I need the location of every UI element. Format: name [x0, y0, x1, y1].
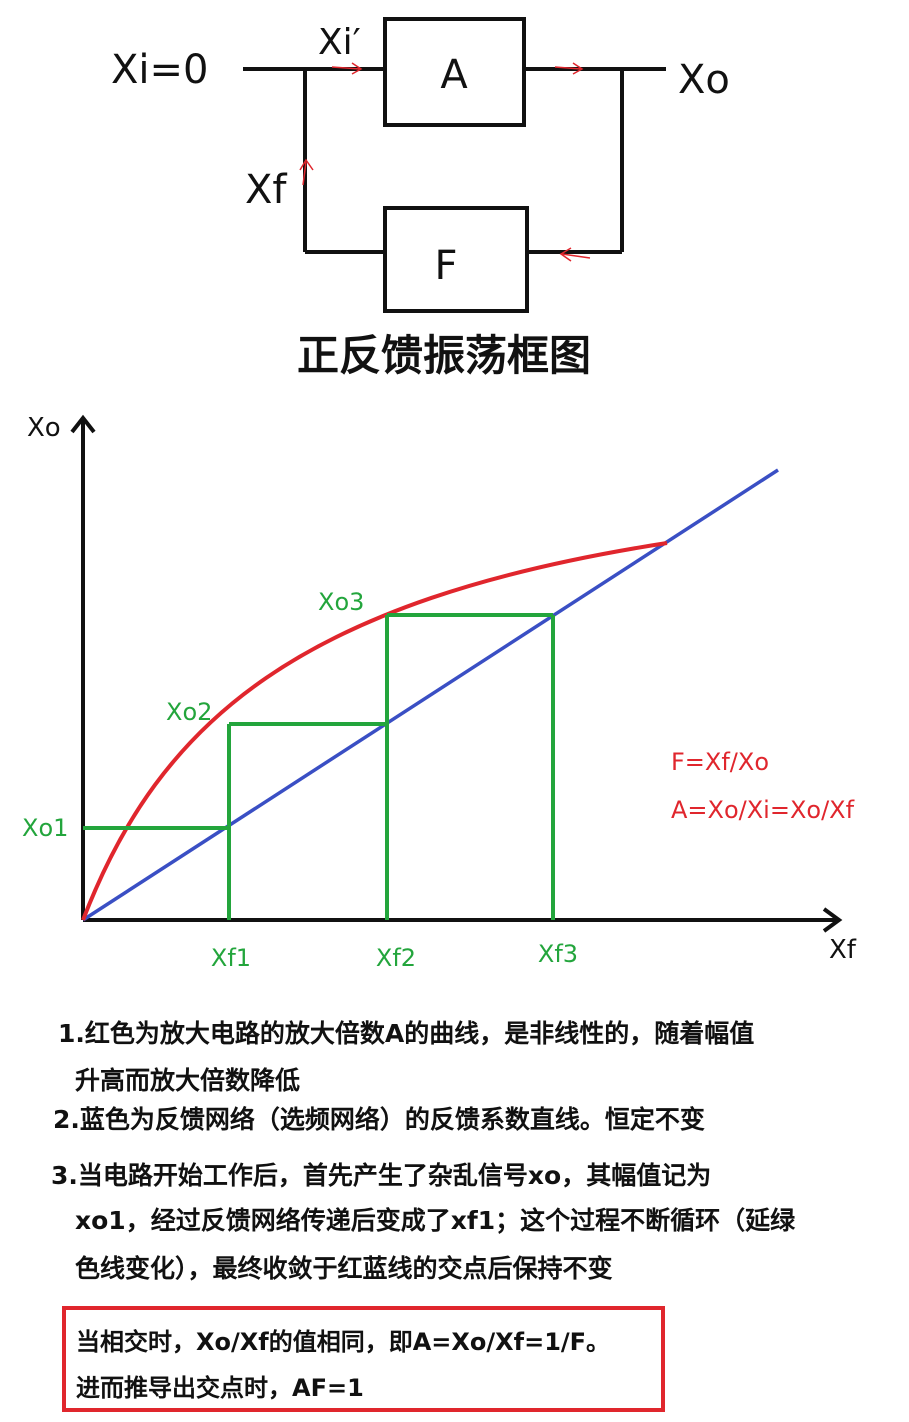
arrow-right-icon [331, 62, 363, 75]
x-axis-label: Xf [829, 935, 857, 965]
x-mark-xf3: Xf3 [538, 940, 578, 968]
note-1-line-2: 升高而放大倍数降低 [75, 1066, 301, 1095]
block-diagram [243, 17, 666, 313]
node-input-label: Xi′ [318, 22, 361, 63]
y-mark-xo2: Xo2 [166, 698, 212, 726]
amplifier-label: A [440, 52, 468, 98]
feedback-network-label: F [434, 243, 457, 289]
chart: Xo Xf Xo1 Xo2 Xo3 Xf1 Xf2 Xf3 F=Xf/Xo A=… [22, 413, 857, 972]
x-axis-arrow-icon [822, 907, 843, 933]
feedback-signal-label: Xf [245, 167, 287, 213]
output-label: Xo [678, 57, 730, 103]
conclusion-line-1: 当相交时，Xo/Xf的值相同，即A=Xo/Xf=1/F。 [76, 1328, 611, 1356]
conclusion-box: 当相交时，Xo/Xf的值相同，即A=Xo/Xf=1/F。 进而推导出交点时，AF… [62, 1306, 665, 1412]
annotation-feedback-ratio: F=Xf/Xo [671, 748, 769, 776]
input-label: Xi=0 [111, 47, 208, 93]
y-mark-xo1: Xo1 [22, 814, 68, 842]
note-2: 2.蓝色为反馈网络（选频网络）的反馈系数直线。恒定不变 [53, 1105, 705, 1134]
signal-flow-arrows [299, 62, 591, 262]
arrow-up-icon [299, 158, 314, 186]
annotation-gain-ratio: A=Xo/Xi=Xo/Xf [671, 796, 855, 824]
iteration-steps [83, 613, 555, 920]
diagram-caption: 正反馈振荡框图 [297, 331, 591, 380]
x-mark-xf2: Xf2 [376, 944, 416, 972]
y-axis-label: Xo [27, 413, 61, 443]
gain-curve-series [81, 541, 668, 921]
note-3-line-1: 3.当电路开始工作后，首先产生了杂乱信号xo，其幅值记为 [51, 1161, 712, 1190]
note-1-line-1: 1.红色为放大电路的放大倍数A的曲线，是非线性的，随着幅值 [58, 1019, 755, 1048]
feedback-block [383, 206, 529, 313]
feedback-line-series [82, 468, 779, 922]
arrow-right-icon [554, 62, 584, 75]
amplifier-block [383, 17, 526, 127]
note-3-line-2: xo1，经过反馈网络传递后变成了xf1；这个过程不断循环（延绿 [75, 1206, 796, 1235]
note-3-line-3: 色线变化），最终收敛于红蓝线的交点后保持不变 [75, 1254, 613, 1283]
conclusion-line-2: 进而推导出交点时，AF=1 [76, 1374, 364, 1402]
y-mark-xo3: Xo3 [318, 588, 364, 616]
y-axis-arrow-icon [70, 414, 96, 434]
x-mark-xf1: Xf1 [211, 944, 251, 972]
arrow-left-icon [559, 247, 591, 262]
